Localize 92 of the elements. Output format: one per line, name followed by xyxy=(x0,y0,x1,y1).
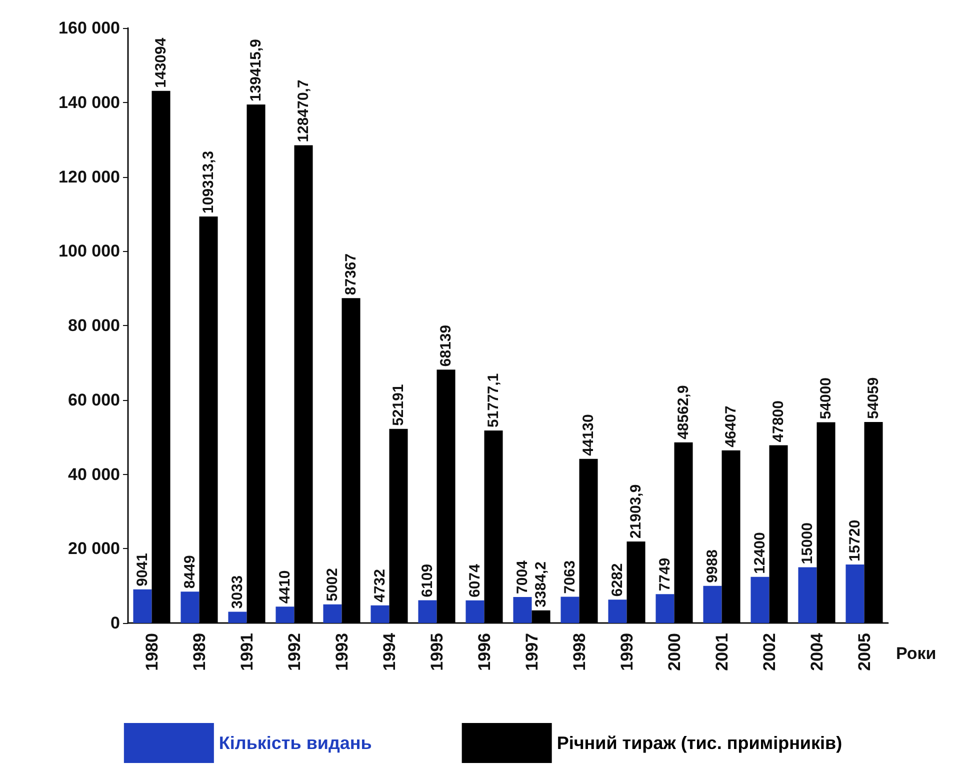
bar xyxy=(466,600,484,623)
bar xyxy=(674,442,693,623)
y-tick-label: 160 000 xyxy=(58,18,120,38)
bar xyxy=(484,430,503,623)
bar xyxy=(323,604,342,623)
y-tick-label: 140 000 xyxy=(58,92,120,112)
y-tick-label: 60 000 xyxy=(68,390,120,410)
data-label: 7063 xyxy=(561,560,578,594)
x-tick-label: 1996 xyxy=(474,633,494,671)
bar xyxy=(864,422,883,623)
data-label: 48562,9 xyxy=(675,385,692,440)
x-tick-label: 1989 xyxy=(190,633,209,671)
data-label: 139415,9 xyxy=(248,38,265,102)
bar xyxy=(769,445,788,623)
bar xyxy=(418,600,437,623)
bar xyxy=(846,564,864,623)
bar xyxy=(513,596,532,623)
bar xyxy=(133,589,152,623)
bar xyxy=(798,567,817,623)
x-tick-label: 2002 xyxy=(760,633,779,671)
x-tick-label: 1994 xyxy=(380,632,399,671)
data-label: 7749 xyxy=(656,558,674,592)
bar xyxy=(246,104,266,623)
bar xyxy=(276,606,294,623)
x-tick-label: 1992 xyxy=(284,633,304,671)
bar xyxy=(750,576,770,623)
data-label: 44130 xyxy=(580,414,598,456)
bar xyxy=(294,145,313,623)
bar xyxy=(656,594,674,623)
data-label: 128470,7 xyxy=(295,80,312,142)
data-label: 143094 xyxy=(152,37,170,88)
data-label: 7004 xyxy=(514,560,531,594)
x-tick-label: 1999 xyxy=(617,633,636,671)
bar xyxy=(342,298,360,623)
legend-label: Кількість видань xyxy=(218,733,372,753)
data-label: 52191 xyxy=(390,384,408,426)
data-label: 109313,3 xyxy=(200,150,218,214)
data-label: 6282 xyxy=(608,563,626,597)
x-tick-label: 2004 xyxy=(807,632,826,671)
data-label: 47800 xyxy=(770,400,788,442)
data-label: 51777,1 xyxy=(485,373,502,428)
x-tick-label: 1993 xyxy=(332,633,352,671)
data-label: 3033 xyxy=(228,575,246,609)
bar xyxy=(703,586,722,623)
x-tick-label: 2000 xyxy=(664,633,684,671)
x-tick-label: 2001 xyxy=(712,633,732,671)
data-label: 4732 xyxy=(371,569,388,602)
data-label: 21903,9 xyxy=(628,484,645,539)
bar xyxy=(608,600,627,623)
y-tick-label: 120 000 xyxy=(58,167,120,186)
x-tick-label: 1997 xyxy=(522,633,542,671)
data-label: 5002 xyxy=(324,568,341,602)
data-label: 6109 xyxy=(418,564,436,598)
bar xyxy=(816,422,836,623)
data-label: 54000 xyxy=(818,377,835,420)
x-tick-label: 1991 xyxy=(237,633,256,671)
data-label: 54059 xyxy=(865,377,882,419)
bar xyxy=(560,596,580,623)
y-tick-label: 0 xyxy=(110,614,120,632)
data-label: 9041 xyxy=(134,553,151,586)
bar xyxy=(722,450,740,623)
data-label: 15720 xyxy=(846,520,864,562)
y-tick-label: 20 000 xyxy=(68,539,120,558)
x-tick-label: 1998 xyxy=(570,633,589,671)
bar xyxy=(579,458,598,623)
data-label: 4410 xyxy=(276,570,294,604)
bar xyxy=(370,605,390,623)
bar xyxy=(180,592,200,623)
bar xyxy=(199,216,218,623)
y-tick-label: 80 000 xyxy=(68,316,120,335)
x-axis-title: Роки xyxy=(896,644,936,663)
bar xyxy=(532,610,550,623)
data-label: 3384,2 xyxy=(532,562,550,608)
data-label: 6074 xyxy=(466,563,484,598)
text: Річний тираж (тис. примірників) xyxy=(556,733,842,753)
x-tick-label: 1980 xyxy=(142,633,162,671)
data-label: 15000 xyxy=(798,522,816,564)
data-label: 87367 xyxy=(342,253,360,296)
data-label: 9988 xyxy=(704,549,721,583)
bar xyxy=(626,542,646,623)
bar xyxy=(436,370,456,623)
x-tick-label: 1995 xyxy=(427,633,446,671)
data-label: 68139 xyxy=(438,324,455,367)
y-tick-label: 100 000 xyxy=(58,242,120,261)
data-label: 8449 xyxy=(181,555,198,589)
y-tick-label: 40 000 xyxy=(68,464,120,484)
data-label: 12400 xyxy=(751,532,768,574)
bar xyxy=(228,612,247,623)
x-tick-label: 2005 xyxy=(854,633,874,671)
data-label: 46407 xyxy=(722,406,740,448)
bar xyxy=(152,90,170,623)
bar xyxy=(389,428,408,623)
